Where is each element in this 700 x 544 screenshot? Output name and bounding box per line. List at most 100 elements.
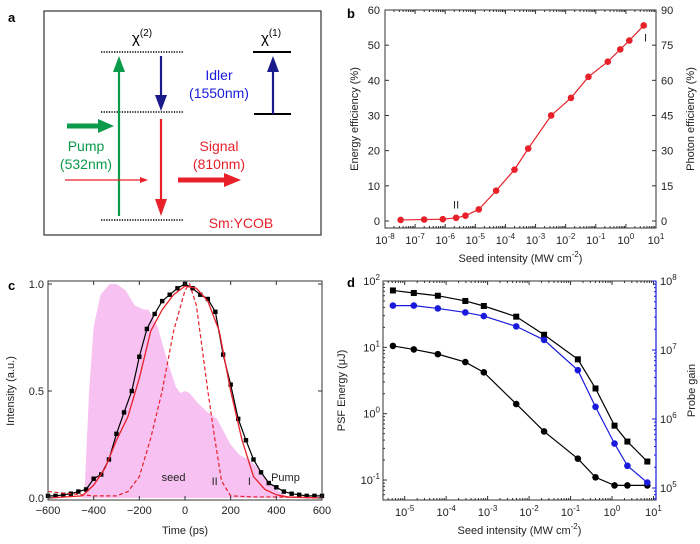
pump-marker [304,493,309,499]
y2-tick-label: 108 [660,273,677,288]
x-tick-label: −400 [81,505,106,517]
data-point [626,37,633,44]
series-marker-2 [592,403,599,411]
data-point [524,145,532,152]
series-marker-1 [611,482,618,489]
series-marker-0 [644,458,651,465]
x-tick-label: 10-3 [526,232,546,247]
pump-marker [274,485,279,490]
y2-tick-label: 106 [660,411,677,426]
pump-marker [312,493,317,499]
y2-axis-label: Probe gain [686,364,698,417]
pump-marker [258,470,264,475]
x-tick-label: 10-1 [586,232,606,247]
annotation-label: II [212,476,218,488]
pump-marker [152,311,157,317]
x-tick-label: 100 [604,504,621,519]
data-point [585,73,592,81]
pump-marker [76,489,81,494]
chi1-label: χ(1) [261,28,281,47]
crystal-label: Sm:YCOB [209,215,274,231]
data-point [439,215,447,223]
series-marker-1 [592,473,599,481]
series-marker-2 [624,462,631,470]
signal-output-arrow [178,173,241,187]
pump-marker [137,354,142,359]
pump-marker [281,489,287,494]
series-marker-1 [434,350,442,358]
series-line-2 [392,305,648,483]
data-point [397,216,404,224]
y-tick-label: 40 [368,75,380,87]
series-marker-1 [480,369,488,376]
data-point [462,212,469,219]
series-marker-1 [624,482,631,489]
pump-label: Pump [68,138,105,154]
chart-d-psf-energy: 10-5 10-4 10-3 10-2 10-1 100 101 10-1 100 101 102 1… [336,273,698,537]
y2-tick-label: 30 [661,146,673,158]
pump-marker [190,286,195,291]
pump-wavelength: (532nm) [60,156,112,172]
pump-marker [296,492,302,497]
pump-marker [114,431,119,436]
pump-marker [159,298,165,304]
x-axis-label: Time (ps) [162,525,208,537]
energy-level-diagram: χ(2) χ(1) Idler (1550nm) Pump (532nm) Si… [43,10,322,236]
series-marker-2 [434,305,442,312]
seed-area [48,284,322,498]
pump-vertical-arrow [113,56,125,216]
y2-tick-label: 107 [660,342,677,357]
series-marker-2 [389,302,397,309]
y-tick-label: 0 [374,216,380,228]
pump-marker [289,491,294,496]
y2-tick-label: 45 [661,110,673,122]
pump-marker [121,410,127,415]
data-point [640,22,647,29]
plot-frame [384,9,657,229]
x-axis-label: Seed intensity (MW cm-2) [458,522,582,537]
series-marker-0 [541,331,548,338]
series-marker-0 [389,287,396,294]
y2-axis-label: Photon efficiency (%) [685,67,697,171]
y-tick-label: 30 [368,110,380,122]
series-marker-2 [574,366,582,374]
series-marker-0 [513,313,520,320]
series-marker-0 [624,438,631,445]
plot-area: −600 −400 −200 0 200 400 600 0.0 0.5 1.0 Time (ps)… [5,279,331,537]
pump-marker [198,292,203,297]
pump-marker [53,493,58,499]
x-tick-label: −200 [127,505,152,517]
y-tick-label: 0.0 [29,493,44,505]
signal-down-arrow [155,119,167,216]
series-marker-0 [462,297,469,304]
chart-c-temporal-profile: −600 −400 −200 0 200 400 600 0.0 0.5 1.0 Time (ps)… [5,279,331,537]
annotation-label: I [248,476,251,488]
y2-tick-label: 75 [661,40,673,52]
pump-marker [61,492,66,497]
y2-tick-label: 15 [661,181,673,193]
series-marker-0 [611,422,618,429]
idler-label: Idler [205,67,233,83]
series-marker-0 [434,292,441,299]
annotation-label: Pump [271,472,300,484]
series-marker-1 [512,400,520,408]
series-marker-0 [592,385,599,392]
x-tick-label: 10-7 [405,232,425,247]
data-point [420,216,428,223]
pump-marker [228,382,233,387]
pump-marker [175,286,180,291]
x-tick-label: 10-1 [561,504,581,519]
series-line-0 [392,289,648,462]
y-tick-label: 102 [363,273,380,288]
series-marker-2 [540,336,548,344]
x-tick-label: 10-4 [496,232,516,247]
series-marker-2 [480,312,488,320]
x-tick-label: 10-3 [478,504,498,519]
y-tick-label: 10 [368,181,380,193]
series-marker-2 [611,440,618,447]
series-marker-2 [462,309,469,316]
pump-marker [251,457,256,462]
y2-tick-label: 60 [661,75,673,87]
idler-down-arrow [155,56,167,111]
